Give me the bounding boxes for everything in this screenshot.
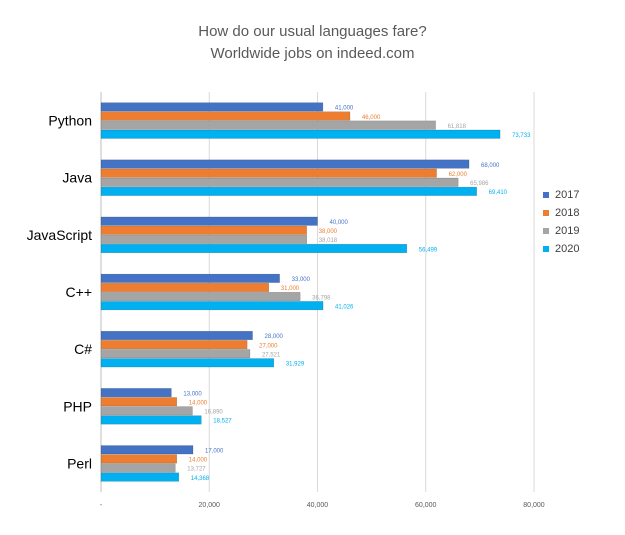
- data-label: 13,000: [183, 391, 202, 397]
- legend-label: 2017: [555, 189, 580, 201]
- bar: [100, 129, 501, 139]
- bar: [100, 234, 308, 244]
- bar: [100, 186, 477, 196]
- legend-swatch: [543, 210, 549, 216]
- bar: [100, 102, 324, 112]
- category-label: Java: [62, 170, 92, 186]
- bar: [100, 282, 270, 292]
- bar: [100, 472, 180, 482]
- data-label: 68,000: [481, 163, 500, 169]
- legend-swatch: [543, 246, 549, 252]
- data-label: 31,000: [281, 286, 300, 292]
- bar: [100, 120, 436, 130]
- bar: [100, 397, 178, 407]
- bar: [100, 445, 194, 455]
- data-label: 13,727: [187, 467, 206, 473]
- legend-label: 2018: [555, 207, 580, 219]
- data-label: 14,000: [189, 458, 208, 464]
- data-label: 56,499: [419, 247, 438, 253]
- data-label: 14,000: [189, 400, 208, 406]
- bar: [100, 292, 301, 302]
- data-label: 40,000: [330, 220, 349, 226]
- x-tick-label: 60,000: [415, 502, 437, 509]
- category-label: C++: [66, 284, 92, 300]
- chart-legend: 2017 2018 2019 2020: [543, 186, 579, 258]
- bar: [100, 415, 202, 425]
- data-label: 73,733: [512, 133, 531, 139]
- data-label: 41,000: [335, 106, 354, 112]
- data-label: 16,890: [204, 410, 223, 416]
- legend-item: 2018: [543, 204, 579, 222]
- bar: [100, 216, 318, 226]
- data-label: 18,527: [213, 419, 232, 425]
- bar: [100, 225, 307, 235]
- x-tick-label: 80,000: [523, 502, 545, 509]
- data-label: 69,410: [489, 190, 508, 196]
- legend-label: 2020: [555, 243, 580, 255]
- legend-swatch: [543, 228, 549, 234]
- bar: [100, 111, 351, 121]
- legend-item: 2017: [543, 186, 579, 204]
- bar: [100, 273, 280, 283]
- chart-subtitle: Worldwide jobs on indeed.com: [210, 45, 415, 62]
- data-label: 28,000: [265, 334, 284, 340]
- data-label: 46,000: [362, 115, 381, 121]
- x-tick-label: 40,000: [307, 502, 329, 509]
- data-label: 36,798: [312, 295, 331, 301]
- category-label: Perl: [67, 455, 92, 471]
- bar: [100, 406, 193, 416]
- data-label: 65,986: [470, 181, 489, 187]
- data-label: 27,521: [262, 352, 281, 358]
- bar: [100, 349, 251, 359]
- category-label: JavaScript: [27, 227, 92, 243]
- data-label: 17,000: [205, 449, 224, 455]
- bar: [100, 330, 253, 340]
- bar: [100, 159, 470, 169]
- bar: [100, 463, 176, 473]
- data-label: 38,000: [319, 229, 338, 235]
- bar: [100, 168, 437, 178]
- category-label: C#: [74, 341, 92, 357]
- bar: [100, 301, 324, 311]
- data-label: 31,929: [286, 362, 305, 368]
- data-label: 27,000: [259, 343, 278, 349]
- bar: [100, 358, 275, 368]
- chart-title: How do our usual languages fare?: [198, 23, 427, 40]
- legend-item: 2019: [543, 222, 579, 240]
- category-label: Python: [48, 113, 92, 129]
- x-tick-label: 20,000: [199, 502, 221, 509]
- data-label: 33,000: [292, 277, 311, 283]
- data-label: 62,000: [449, 172, 468, 178]
- bar: [100, 388, 172, 398]
- data-label: 41,026: [335, 304, 354, 310]
- data-label: 38,018: [319, 238, 338, 244]
- legend-item: 2020: [543, 240, 579, 258]
- data-label: 14,368: [191, 476, 210, 482]
- x-tick-label: -: [100, 502, 103, 509]
- legend-swatch: [543, 192, 549, 198]
- data-label: 61,818: [448, 124, 467, 130]
- bar: [100, 454, 178, 464]
- bar: [100, 244, 408, 254]
- bar: [100, 340, 248, 350]
- bar: [100, 177, 459, 187]
- legend-label: 2019: [555, 225, 580, 237]
- category-label: PHP: [63, 398, 92, 414]
